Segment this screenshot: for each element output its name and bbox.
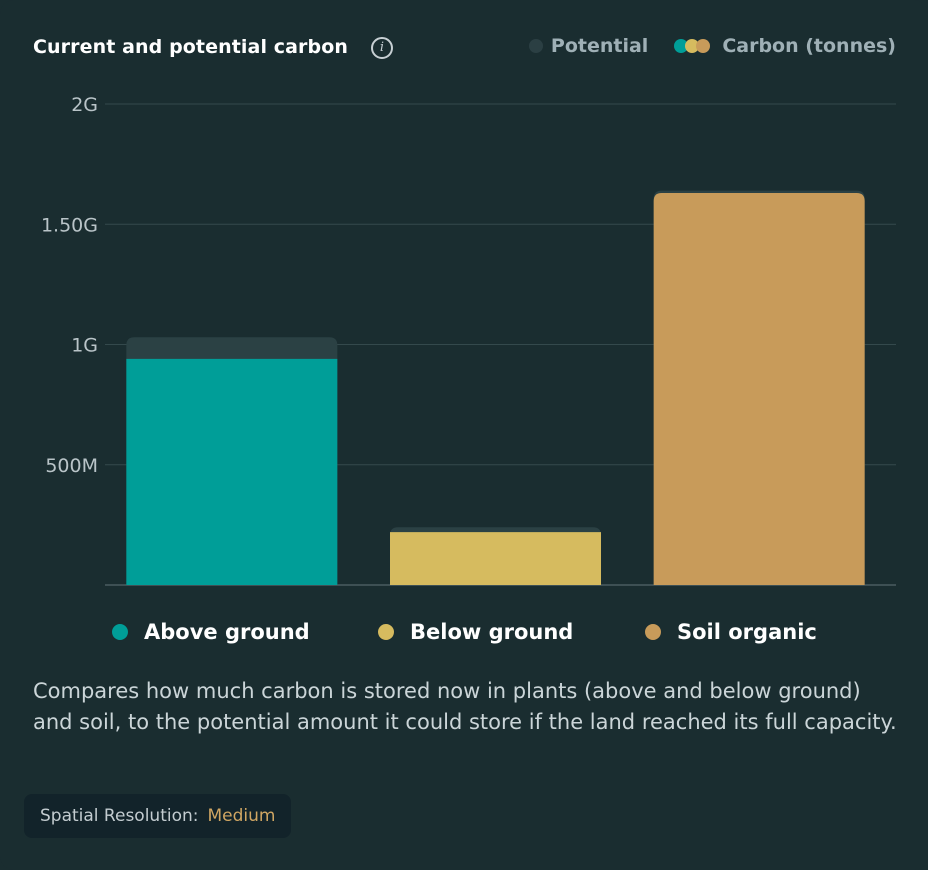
carbon-bar-below-ground	[390, 532, 601, 585]
y-tick-label: 500M	[45, 455, 98, 477]
category-legend: Above ground Below ground Soil organic	[112, 620, 872, 650]
carbon-legend-dots	[674, 39, 714, 53]
carbon-bar-above-ground	[126, 358, 338, 585]
chart-title: Current and potential carbon	[33, 36, 349, 58]
below-ground-label: Below ground	[410, 620, 574, 644]
chart-description: Compares how much carbon is stored now i…	[33, 679, 897, 734]
carbon-bar-soil-organic	[653, 192, 865, 586]
above-ground-dot	[112, 624, 128, 640]
y-tick-label: 1G	[71, 335, 98, 357]
below-ground-dot	[378, 624, 394, 640]
carbon-legend-label: Carbon (tonnes)	[722, 35, 896, 57]
spatial-resolution-badge: Spatial Resolution: Medium	[24, 794, 292, 838]
legend-item-below-ground: Below ground	[378, 620, 573, 644]
above-ground-label: Above ground	[144, 620, 310, 644]
potential-legend-label: Potential	[550, 35, 649, 57]
chart-header: Current and potential carbon i Potential…	[33, 30, 896, 66]
bar-chart: 500M 1G 1.50G 2G	[41, 94, 896, 586]
soil-organic-label: Soil organic	[677, 620, 817, 644]
badge-value: Medium	[207, 806, 276, 826]
soil-organic-dot	[645, 624, 661, 640]
info-icon[interactable]: i	[371, 37, 393, 59]
legend-item-above-ground: Above ground	[112, 620, 310, 644]
potential-legend-dot	[528, 39, 543, 53]
y-tick-label: 1.50G	[41, 214, 98, 236]
legend-item-soil-organic: Soil organic	[645, 620, 817, 644]
y-tick-label: 2G	[71, 94, 98, 116]
badge-label: Spatial Resolution:	[40, 806, 199, 826]
top-legend: Potential Carbon (tonnes)	[528, 35, 896, 57]
